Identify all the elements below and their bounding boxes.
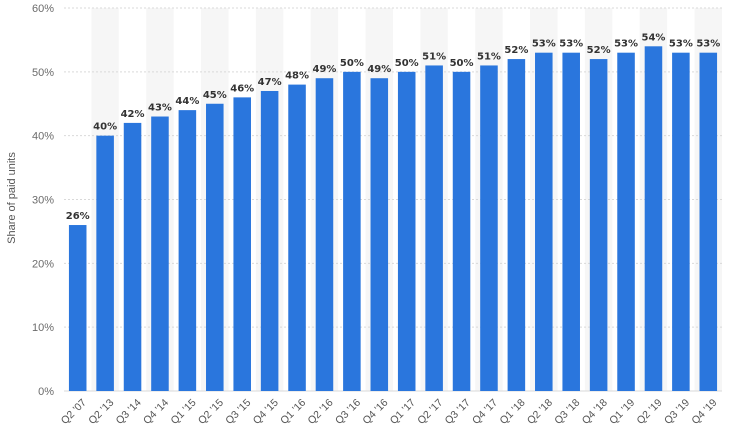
y-axis-ticks: 0% 10% 20% 30% 40% 50% 60%: [32, 3, 54, 398]
bar: [178, 110, 197, 391]
data-label: 50%: [395, 58, 419, 69]
bar: [343, 71, 361, 391]
data-label: 43%: [148, 103, 172, 114]
data-label: 42%: [121, 109, 145, 120]
x-tick-label: Q1 '18: [497, 397, 527, 427]
x-tick-label: Q4 '19: [689, 397, 719, 427]
data-label: 48%: [285, 71, 309, 82]
bar: [672, 52, 690, 391]
gridlines: [64, 7, 722, 392]
data-label: 45%: [203, 90, 227, 101]
data-labels: 26%40%42%43%44%45%46%47%48%49%50%49%50%5…: [66, 32, 721, 222]
data-label: 40%: [93, 122, 117, 133]
y-tick-label: 30%: [32, 195, 54, 207]
bars: [68, 46, 718, 392]
bar: [233, 97, 251, 391]
bar: [480, 65, 498, 391]
x-tick-label: Q2 '07: [59, 397, 89, 427]
bar: [123, 122, 142, 392]
data-label: 52%: [504, 45, 528, 56]
data-label: 46%: [230, 83, 254, 94]
x-tick-label: Q2 '19: [635, 397, 665, 427]
x-tick-label: Q1 '19: [607, 397, 637, 427]
bar: [562, 52, 580, 391]
x-tick-label: Q3 '15: [223, 397, 253, 427]
x-tick-label: Q4 '14: [141, 397, 171, 427]
x-tick-label: Q2 '13: [86, 397, 116, 427]
data-label: 53%: [669, 39, 693, 50]
data-label: 49%: [312, 64, 336, 75]
bar: [288, 84, 306, 391]
x-tick-label: Q4 '16: [360, 397, 390, 427]
x-tick-label: Q3 '18: [552, 397, 582, 427]
data-label: 52%: [587, 45, 611, 56]
x-tick-label: Q2 '15: [196, 397, 226, 427]
data-label: 44%: [175, 96, 199, 107]
x-tick-label: Q4 '15: [251, 397, 281, 427]
y-tick-label: 20%: [32, 258, 54, 270]
data-label: 53%: [614, 39, 638, 50]
data-label: 51%: [477, 51, 501, 62]
data-label: 53%: [532, 39, 556, 50]
data-label: 53%: [696, 39, 720, 50]
bar: [206, 103, 224, 391]
x-tick-label: Q3 '16: [333, 397, 363, 427]
data-label: 54%: [641, 32, 665, 43]
bar: [397, 71, 416, 391]
bar: [452, 71, 471, 391]
bar: [260, 90, 279, 391]
bar: [644, 46, 663, 392]
y-tick-label: 40%: [32, 131, 54, 143]
x-tick-label: Q1 '15: [168, 397, 198, 427]
bar: [535, 52, 553, 391]
bar: [425, 65, 443, 391]
data-label: 49%: [367, 64, 391, 75]
bar: [68, 225, 87, 391]
bar: [699, 52, 718, 391]
bar: [617, 52, 635, 391]
x-tick-label: Q4 '17: [470, 397, 500, 427]
x-tick-label: Q2 '18: [525, 397, 555, 427]
data-label: 26%: [66, 211, 90, 222]
x-tick-label: Q3 '17: [443, 397, 473, 427]
bar: [315, 78, 334, 391]
data-label: 50%: [450, 58, 474, 69]
data-label: 50%: [340, 58, 364, 69]
y-tick-label: 60%: [32, 3, 54, 15]
y-tick-label: 0%: [38, 386, 54, 398]
data-label: 47%: [258, 77, 282, 88]
x-tick-label: Q2 '17: [415, 397, 445, 427]
bar: [370, 78, 389, 391]
x-tick-label: Q3 '19: [662, 397, 692, 427]
data-label: 53%: [559, 39, 583, 50]
bar: [151, 116, 169, 392]
y-tick-label: 10%: [32, 322, 54, 334]
bar: [589, 59, 608, 392]
x-tick-label: Q1 '16: [278, 397, 308, 427]
x-tick-label: Q3 '14: [114, 397, 144, 427]
bar: [507, 59, 526, 392]
x-tick-label: Q2 '16: [306, 397, 336, 427]
y-axis-label: Share of paid units: [6, 152, 18, 244]
data-label: 51%: [422, 51, 446, 62]
x-tick-label: Q1 '17: [388, 397, 418, 427]
y-tick-label: 50%: [32, 67, 54, 79]
bar: [96, 135, 114, 391]
x-tick-label: Q4 '18: [580, 397, 610, 427]
